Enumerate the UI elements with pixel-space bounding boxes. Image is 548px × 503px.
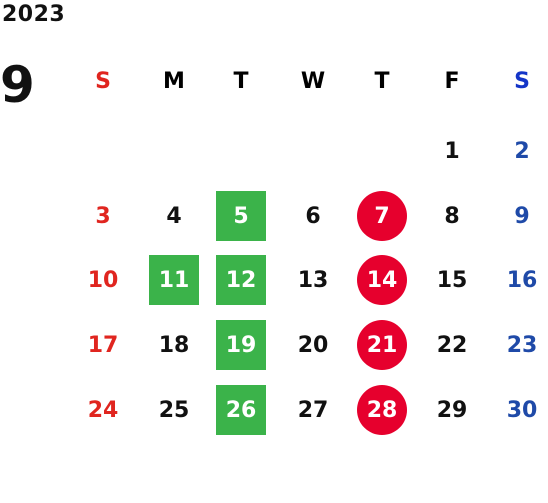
day-number: 29: [436, 397, 468, 423]
weekday-header-5: F: [444, 69, 460, 94]
day-number: 17: [87, 332, 119, 358]
day-cell-25[interactable]: 25: [146, 385, 202, 435]
day-number: 22: [436, 332, 468, 358]
day-number: 8: [444, 203, 460, 229]
day-number: 1: [444, 138, 460, 164]
day-cell-21[interactable]: 21: [354, 320, 410, 370]
day-number: 4: [166, 203, 182, 229]
day-cell-28[interactable]: 28: [354, 385, 410, 435]
day-number: 25: [158, 397, 190, 423]
day-cell-13[interactable]: 13: [285, 255, 341, 305]
day-cell-6[interactable]: 6: [285, 191, 341, 241]
weekday-header-3: W: [300, 69, 326, 94]
day-number: 20: [297, 332, 329, 358]
day-number: 30: [506, 397, 538, 423]
day-cell-8[interactable]: 8: [424, 191, 480, 241]
day-cell-30[interactable]: 30: [494, 385, 548, 435]
day-number: 28: [366, 397, 398, 423]
day-number: 23: [506, 332, 538, 358]
day-number: 7: [374, 203, 390, 229]
green-square-marker: 26: [216, 385, 266, 435]
day-cell-3[interactable]: 3: [75, 191, 131, 241]
day-cell-11[interactable]: 11: [146, 255, 202, 305]
day-cell-4[interactable]: 4: [146, 191, 202, 241]
day-number: 10: [87, 267, 119, 293]
weekday-header-1: M: [163, 69, 185, 94]
day-cell-9[interactable]: 9: [494, 191, 548, 241]
day-number: 24: [87, 397, 119, 423]
weekday-header-6: S: [514, 69, 530, 94]
green-square-marker: 12: [216, 255, 266, 305]
day-cell-2[interactable]: 2: [494, 126, 548, 176]
day-number: 12: [225, 267, 257, 293]
day-cell-10[interactable]: 10: [75, 255, 131, 305]
day-number: 13: [297, 267, 329, 293]
day-cell-15[interactable]: 15: [424, 255, 480, 305]
weekday-header-2: T: [233, 69, 249, 94]
day-cell-24[interactable]: 24: [75, 385, 131, 435]
day-number: 16: [506, 267, 538, 293]
day-cell-23[interactable]: 23: [494, 320, 548, 370]
day-cell-22[interactable]: 22: [424, 320, 480, 370]
day-number: 3: [95, 203, 111, 229]
green-square-marker: 5: [216, 191, 266, 241]
month-label: 9: [0, 56, 35, 114]
day-cell-20[interactable]: 20: [285, 320, 341, 370]
weekday-header-0: S: [95, 69, 111, 94]
red-circle-marker: 28: [357, 385, 407, 435]
day-number: 6: [305, 203, 321, 229]
day-number: 21: [366, 332, 398, 358]
day-cell-12[interactable]: 12: [213, 255, 269, 305]
day-cell-19[interactable]: 19: [213, 320, 269, 370]
day-number: 18: [158, 332, 190, 358]
day-number: 2: [514, 138, 530, 164]
green-square-marker: 11: [149, 255, 199, 305]
day-cell-14[interactable]: 14: [354, 255, 410, 305]
day-cell-17[interactable]: 17: [75, 320, 131, 370]
day-cell-18[interactable]: 18: [146, 320, 202, 370]
day-number: 9: [514, 203, 530, 229]
day-cell-7[interactable]: 7: [354, 191, 410, 241]
day-cell-1[interactable]: 1: [424, 126, 480, 176]
day-number: 27: [297, 397, 329, 423]
day-number: 26: [225, 397, 257, 423]
red-circle-marker: 14: [357, 255, 407, 305]
day-number: 11: [158, 267, 190, 293]
day-cell-27[interactable]: 27: [285, 385, 341, 435]
day-number: 14: [366, 267, 398, 293]
green-square-marker: 19: [216, 320, 266, 370]
day-cell-5[interactable]: 5: [213, 191, 269, 241]
red-circle-marker: 7: [357, 191, 407, 241]
year-label: 2023: [2, 2, 66, 27]
day-cell-26[interactable]: 26: [213, 385, 269, 435]
day-cell-29[interactable]: 29: [424, 385, 480, 435]
day-cell-16[interactable]: 16: [494, 255, 548, 305]
day-number: 19: [225, 332, 257, 358]
day-number: 15: [436, 267, 468, 293]
weekday-header-4: T: [374, 69, 390, 94]
red-circle-marker: 21: [357, 320, 407, 370]
day-number: 5: [233, 203, 249, 229]
